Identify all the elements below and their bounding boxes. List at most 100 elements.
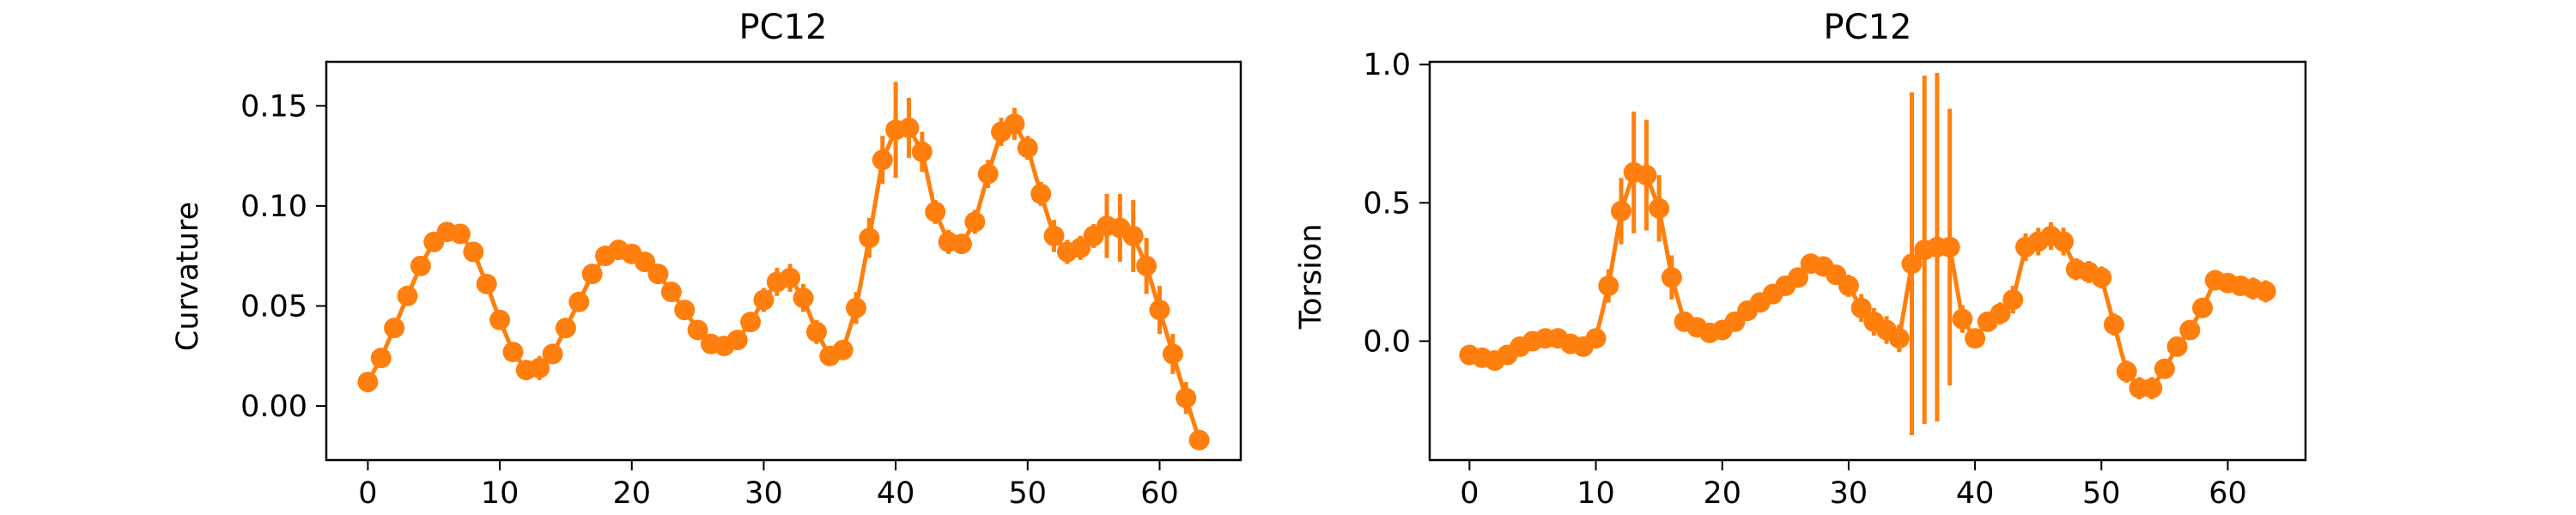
curvature-data-point (529, 357, 550, 379)
torsion-y-tick-label: 1.0 (1363, 48, 1411, 82)
curvature-data-point (1188, 429, 1210, 451)
curvature-y-tick-label: 0.05 (240, 289, 307, 324)
torsion-x-tick-label: 40 (1956, 476, 1995, 511)
torsion-data-point (1952, 308, 1973, 330)
torsion-x-tick-label: 0 (1460, 476, 1479, 511)
curvature-data-point (410, 255, 431, 276)
curvature-data-point (1149, 300, 1170, 321)
curvature-data-point (780, 267, 801, 288)
curvature-x-tick-label: 0 (358, 476, 377, 511)
curvature-data-point (753, 289, 775, 311)
torsion-data-point (1788, 267, 1809, 288)
curvature-plot-frame (325, 60, 1242, 462)
torsion-data-point (1838, 276, 1859, 296)
torsion-data-point (2255, 281, 2276, 302)
curvature-data-point (1176, 387, 1197, 409)
curvature-data-point (1070, 237, 1091, 258)
torsion-data-point (2104, 314, 2125, 336)
curvature-data-point (555, 318, 576, 339)
curvature-data-point (687, 319, 708, 341)
torsion-data-point (1901, 253, 1923, 275)
curvature-data-point (859, 227, 880, 249)
torsion-plot-frame (1428, 60, 2307, 462)
curvature-data-point (660, 282, 682, 303)
torsion-x-tick-label: 10 (1577, 476, 1615, 511)
curvature-data-point (357, 372, 379, 393)
curvature-data-point (568, 291, 590, 312)
curvature-x-tick-label: 60 (1140, 476, 1179, 511)
curvature-data-point (370, 348, 392, 369)
torsion-data-point (1661, 267, 1682, 288)
torsion-data-point (1649, 197, 1670, 219)
curvature-data-point (898, 117, 920, 138)
torsion-data-point (1990, 303, 2011, 324)
torsion-ticks: 0 10 20 30 40 50 60 0.0 0.5 1.0 (1363, 48, 2246, 511)
torsion-y-tick-label: 0.0 (1363, 324, 1411, 359)
curvature-data-point (872, 149, 893, 171)
curvature-data-point (581, 264, 603, 285)
curvature-data-point (1136, 255, 1157, 276)
torsion-data-point (1888, 328, 1910, 349)
curvature-panel: PC12 Curvature 0 10 20 30 40 50 60 0.00 0.05 0.10… (171, 8, 1242, 511)
torsion-data-point (1939, 236, 1960, 258)
curvature-data-point (1017, 137, 1038, 159)
curvature-data-point (1004, 113, 1025, 135)
torsion-data-point (1636, 165, 1657, 186)
torsion-data-point (2142, 378, 2163, 399)
curvature-data-point (1043, 225, 1065, 246)
curvature-x-tick-label: 50 (1009, 476, 1048, 511)
curvature-y-tick-label: 0.00 (240, 390, 307, 424)
torsion-data-point (1585, 328, 1607, 349)
curvature-x-tick-label: 30 (744, 476, 783, 511)
curvature-data-point (726, 330, 748, 351)
torsion-data-point (2179, 319, 2201, 341)
curvature-data-point (384, 318, 405, 339)
curvature-data-point (635, 251, 656, 273)
curvature-data-point (542, 343, 563, 365)
curvature-data-point (805, 321, 827, 342)
curvature-data-point (925, 201, 946, 222)
curvature-y-tick-label: 0.15 (240, 89, 307, 124)
curvature-data-point (463, 241, 484, 263)
curvature-data-point (449, 223, 471, 245)
torsion-data-point (2002, 289, 2024, 311)
torsion-data-point (1598, 276, 1619, 296)
curvature-x-tick-label: 40 (877, 476, 915, 511)
torsion-data-point (2116, 360, 2137, 382)
torsion-x-tick-label: 60 (2208, 476, 2247, 511)
torsion-data-point (1965, 328, 1986, 349)
curvature-data-point (1162, 343, 1183, 365)
curvature-x-tick-label: 10 (481, 476, 519, 511)
torsion-data-point (2053, 231, 2075, 252)
torsion-x-tick-label: 50 (2082, 476, 2121, 511)
torsion-panel: PC12 Torsion 0 10 20 30 40 50 60 0.0 0.5 1.0 (1294, 8, 2307, 511)
torsion-data-point (2154, 358, 2175, 379)
curvature-data-point (476, 273, 497, 294)
curvature-data-point (964, 211, 986, 233)
curvature-y-tick-label: 0.10 (240, 190, 307, 224)
curvature-data-points (357, 113, 1210, 451)
curvature-data-point (674, 300, 696, 321)
torsion-x-tick-label: 30 (1830, 476, 1868, 511)
curvature-data-point (793, 288, 814, 309)
curvature-data-point (740, 312, 762, 333)
curvature-data-point (1030, 183, 1052, 204)
curvature-data-point (846, 297, 867, 318)
curvature-x-tick-label: 20 (612, 476, 651, 511)
torsion-data-point (2192, 297, 2214, 318)
torsion-data-points (1459, 161, 2276, 399)
curvature-data-point (977, 163, 999, 185)
curvature-y-axis-label: Curvature (171, 202, 205, 351)
curvature-data-point (502, 342, 524, 363)
torsion-data-point (1610, 201, 1631, 221)
curvature-data-point (951, 233, 972, 255)
torsion-x-tick-label: 20 (1703, 476, 1741, 511)
torsion-y-axis-label: Torsion (1294, 224, 1328, 330)
curvature-ticks: 0 10 20 30 40 50 60 0.00 0.05 0.10 0.15 (240, 89, 1179, 511)
curvature-data-point (647, 264, 669, 285)
curvature-data-point (489, 309, 511, 330)
curvature-data-point (832, 339, 854, 360)
curvature-data-point (1122, 225, 1144, 246)
